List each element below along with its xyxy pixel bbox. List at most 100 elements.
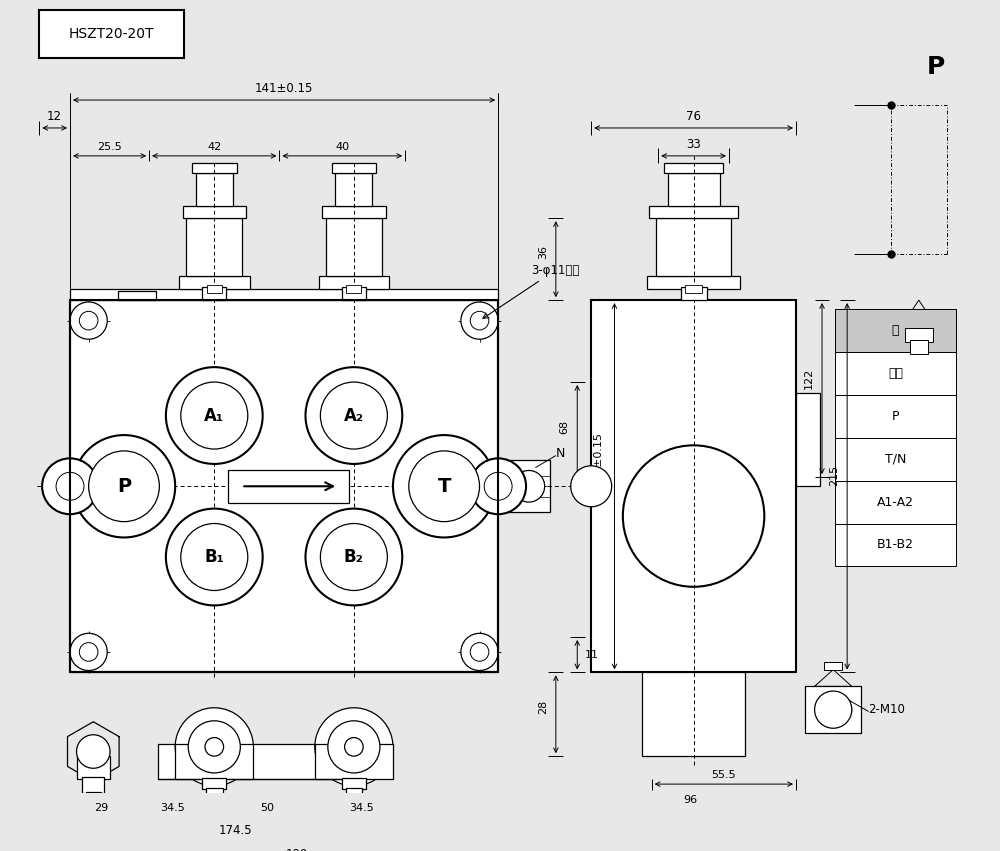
Bar [39, 9, 184, 58]
Circle shape [89, 451, 159, 522]
Bar [649, 206, 738, 218]
Circle shape [815, 691, 852, 728]
Circle shape [470, 643, 489, 661]
Text: A₁: A₁ [204, 407, 224, 425]
Bar [668, 173, 720, 206]
Text: 141±0.15: 141±0.15 [255, 83, 313, 95]
Text: T: T [437, 477, 451, 496]
Circle shape [181, 382, 248, 449]
Circle shape [328, 721, 380, 773]
Circle shape [56, 472, 84, 500]
Bar [685, 285, 702, 293]
Text: P: P [926, 55, 945, 79]
Text: 55.5: 55.5 [712, 770, 736, 780]
Circle shape [77, 734, 110, 768]
Text: N: N [556, 448, 565, 460]
Text: 100±0.15: 100±0.15 [593, 431, 603, 486]
Circle shape [188, 721, 240, 773]
Bar [70, 300, 498, 672]
Text: 122: 122 [804, 368, 814, 389]
Bar [186, 218, 242, 276]
Text: P: P [117, 477, 131, 496]
Circle shape [70, 302, 107, 340]
Circle shape [484, 472, 512, 500]
Bar [796, 393, 820, 486]
Bar [835, 395, 956, 438]
Bar [835, 438, 956, 481]
Text: 68: 68 [559, 420, 569, 434]
Bar [179, 276, 250, 289]
Text: 34.5: 34.5 [349, 803, 374, 813]
Circle shape [73, 435, 175, 538]
Text: 阀: 阀 [892, 324, 899, 337]
Circle shape [315, 708, 393, 786]
Text: 28: 28 [538, 700, 548, 714]
Bar [342, 778, 366, 789]
Bar [183, 206, 246, 218]
Circle shape [409, 451, 480, 522]
Circle shape [166, 367, 263, 464]
Bar [835, 523, 956, 566]
Circle shape [623, 445, 764, 587]
Text: 34.5: 34.5 [160, 803, 185, 813]
Bar [202, 287, 226, 300]
Circle shape [571, 465, 612, 506]
Circle shape [79, 643, 98, 661]
Bar [835, 310, 956, 352]
Circle shape [79, 311, 98, 330]
Text: P: P [892, 410, 899, 423]
Bar [507, 460, 550, 512]
Bar [228, 470, 349, 503]
Text: 接口: 接口 [888, 367, 903, 380]
Text: B1-B2: B1-B2 [877, 539, 914, 551]
Bar [175, 744, 253, 780]
Text: A1-A2: A1-A2 [877, 495, 914, 509]
Bar [835, 352, 956, 395]
Text: 199: 199 [286, 848, 308, 851]
Circle shape [205, 738, 224, 757]
Circle shape [345, 738, 363, 757]
Bar [656, 218, 731, 276]
Text: B₁: B₁ [204, 548, 224, 566]
Text: 40: 40 [335, 142, 349, 152]
Bar [196, 173, 233, 206]
Text: 12: 12 [47, 111, 62, 123]
Circle shape [305, 367, 402, 464]
Bar [332, 163, 376, 173]
Text: 42: 42 [207, 142, 221, 152]
Bar [335, 173, 372, 206]
Bar [346, 788, 362, 799]
Text: 25.5: 25.5 [97, 142, 122, 152]
Bar [824, 662, 842, 670]
Text: 3-φ11通孔: 3-φ11通孔 [483, 264, 579, 318]
Bar [118, 291, 156, 300]
Circle shape [470, 311, 489, 330]
Circle shape [166, 509, 263, 605]
Text: A₂: A₂ [344, 407, 364, 425]
Text: 2-M10: 2-M10 [869, 703, 905, 717]
Text: B₂: B₂ [344, 548, 364, 566]
Text: 33: 33 [686, 138, 701, 151]
Bar [207, 285, 222, 293]
Text: 174.5: 174.5 [219, 824, 252, 837]
Bar [82, 777, 104, 793]
Circle shape [42, 459, 98, 514]
Circle shape [470, 459, 526, 514]
Bar [664, 163, 723, 173]
Circle shape [461, 633, 498, 671]
Bar [326, 218, 382, 276]
Bar [202, 778, 226, 789]
Bar [322, 206, 386, 218]
Text: T/N: T/N [885, 453, 906, 465]
Text: 215: 215 [829, 465, 839, 486]
Bar [70, 289, 498, 300]
Bar [192, 163, 237, 173]
Bar [158, 744, 363, 780]
Circle shape [320, 523, 387, 591]
Text: 50: 50 [260, 803, 274, 813]
Bar [835, 481, 956, 523]
Bar [315, 744, 393, 780]
Bar [342, 287, 366, 300]
Circle shape [513, 471, 545, 502]
Bar [319, 276, 389, 289]
